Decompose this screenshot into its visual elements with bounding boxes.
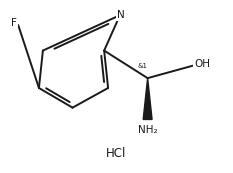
Text: HCl: HCl xyxy=(106,147,126,160)
Text: F: F xyxy=(11,18,17,28)
Text: OH: OH xyxy=(194,59,210,69)
Text: &1: &1 xyxy=(138,63,148,69)
Text: N: N xyxy=(117,10,125,20)
Polygon shape xyxy=(143,78,152,120)
Text: NH₂: NH₂ xyxy=(138,125,158,135)
